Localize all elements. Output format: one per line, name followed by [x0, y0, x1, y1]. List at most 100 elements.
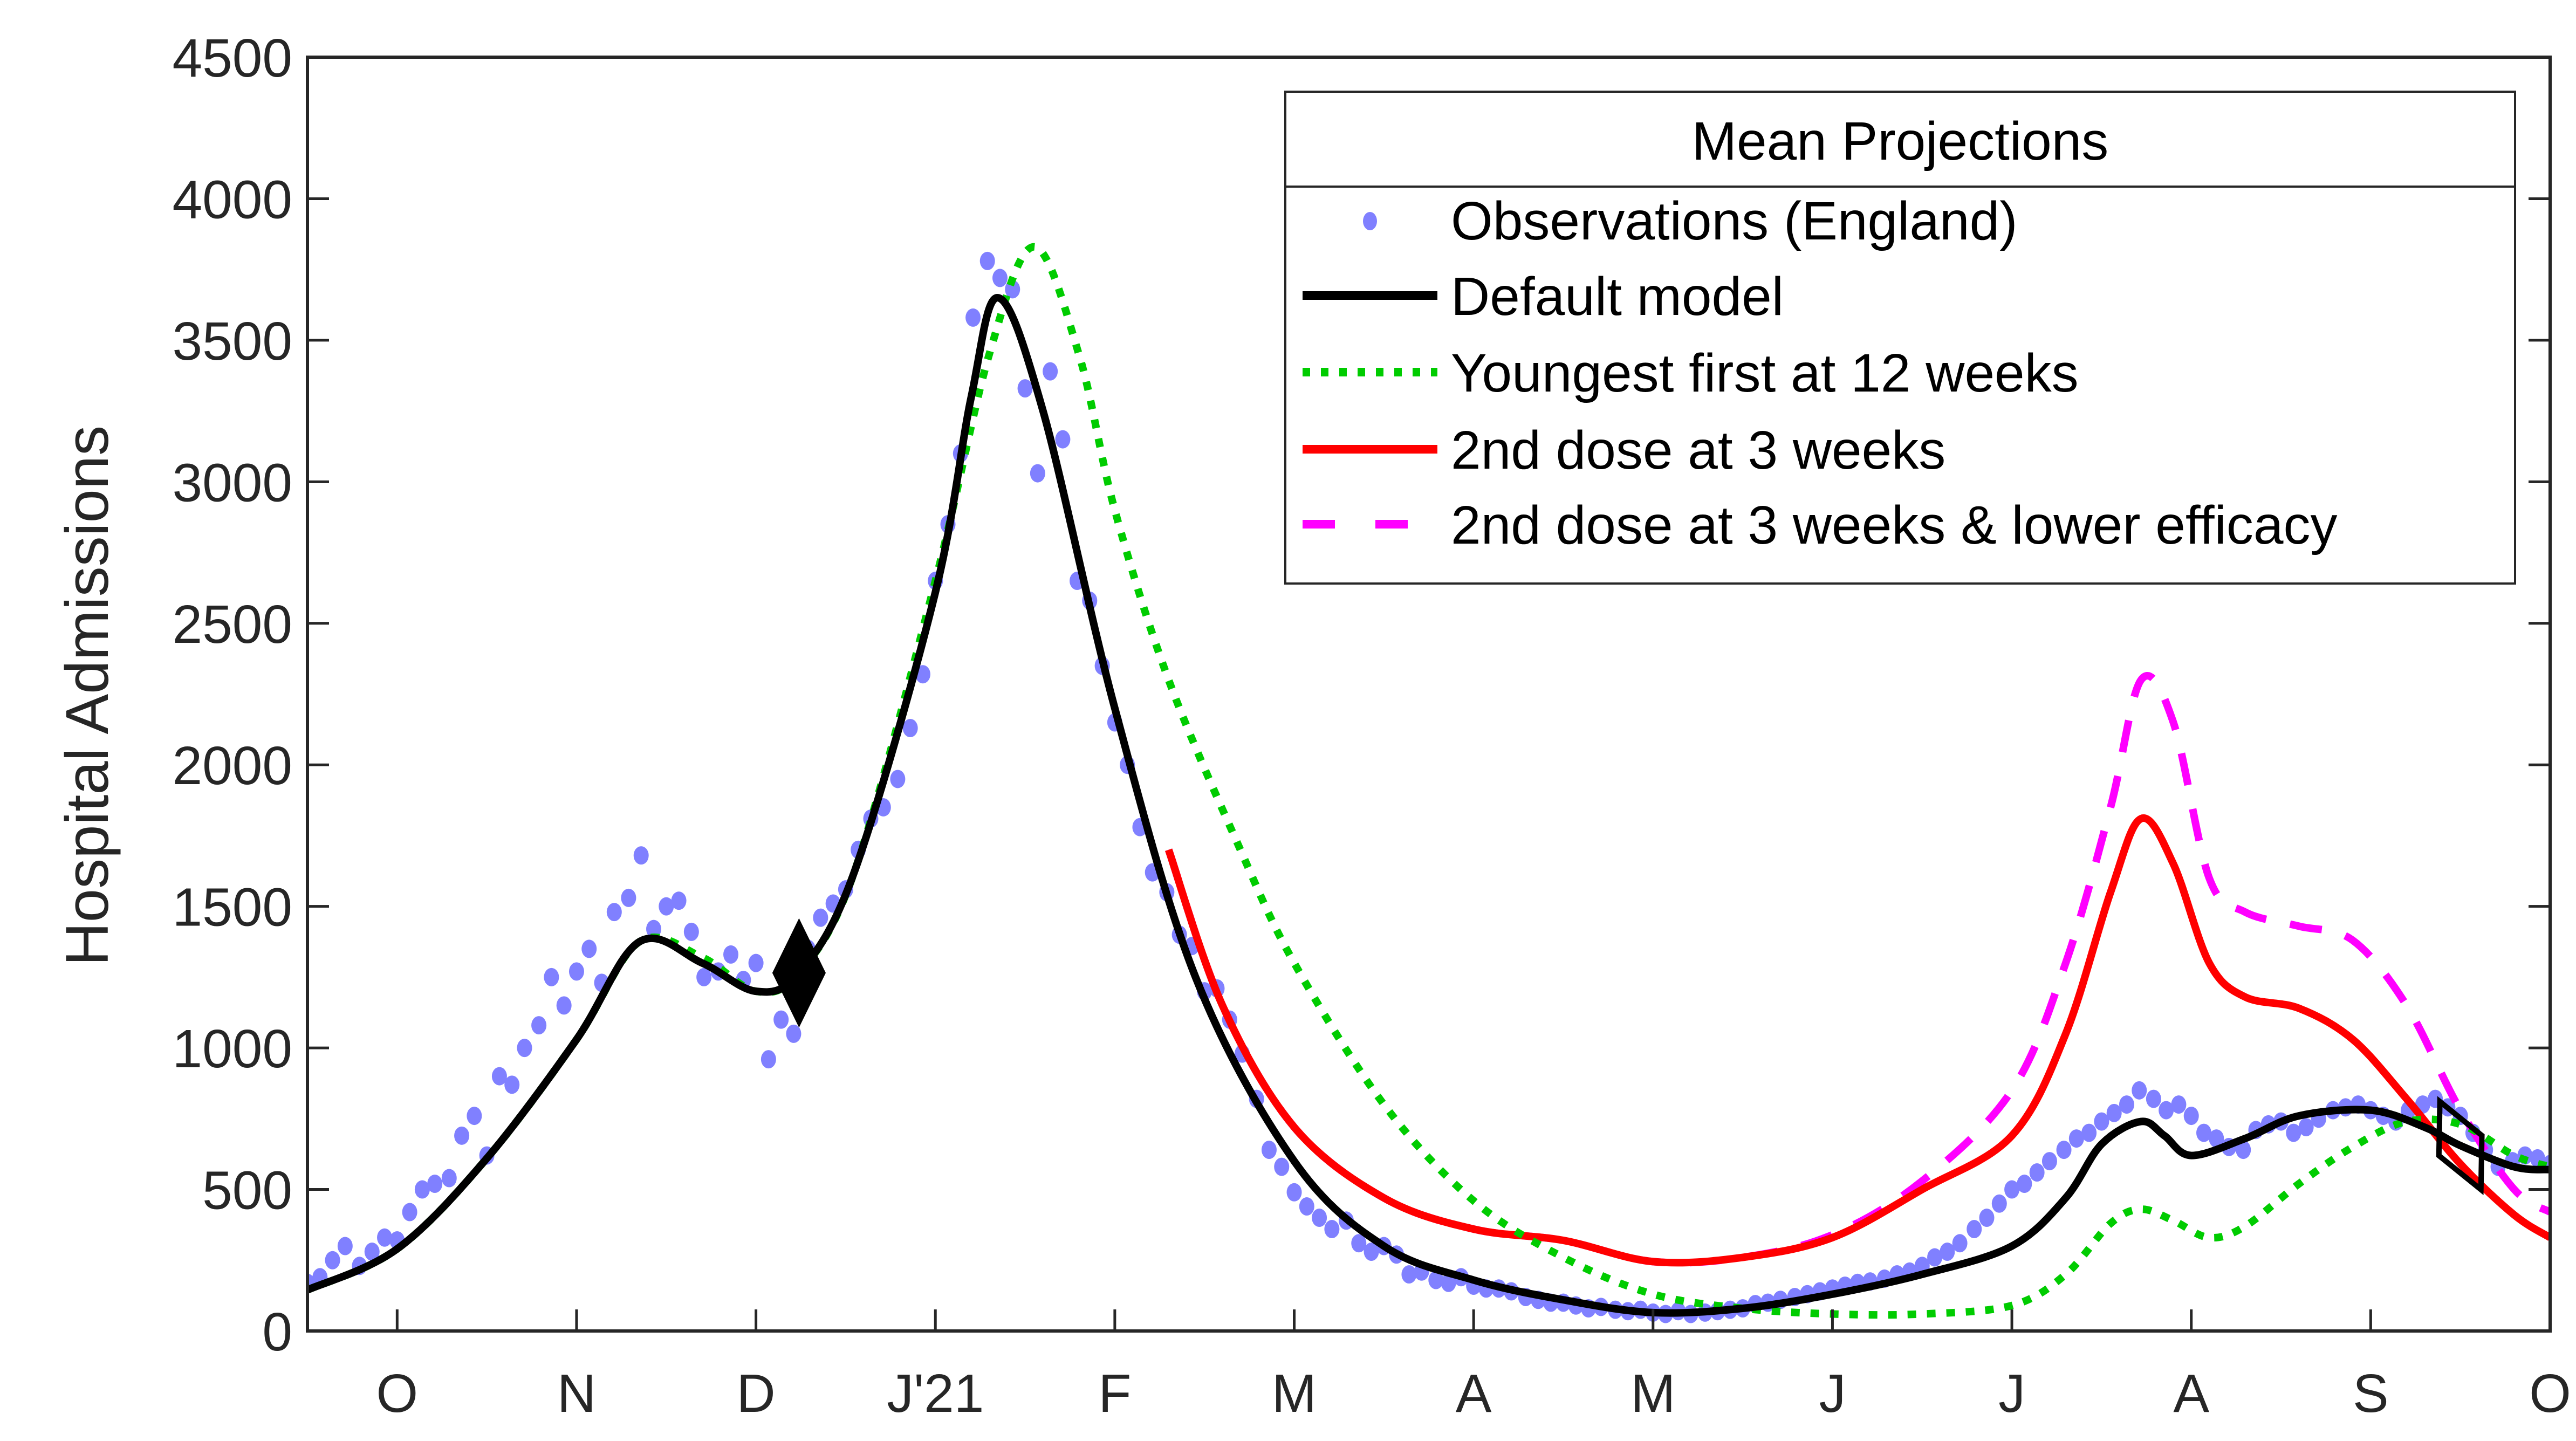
observation-point: [1261, 1141, 1277, 1159]
observation-point: [504, 1075, 520, 1094]
observation-point: [683, 922, 699, 941]
legend-label: Youngest first at 12 weeks: [1451, 343, 2079, 403]
observation-point: [364, 1243, 380, 1261]
observation-point: [786, 1024, 801, 1043]
x-tick-label: J: [1998, 1363, 2025, 1424]
legend-entry: Youngest first at 12 weeks: [1303, 343, 2079, 403]
y-axis-title: Hospital Admissions: [53, 426, 121, 966]
observation-point: [2183, 1107, 2199, 1126]
y-tick-label: 0: [262, 1302, 292, 1362]
observation-point: [1428, 1271, 1444, 1289]
observation-point: [2081, 1123, 2097, 1142]
observation-point: [1043, 362, 1058, 381]
observation-point: [517, 1039, 532, 1058]
observation-point: [1927, 1248, 1943, 1267]
series-line-2nd-dose-at-3-weeks-lower-efficacy: [1165, 672, 2550, 1267]
observation-point: [1940, 1243, 1955, 1261]
legend-entry: 2nd dose at 3 weeks & lower efficacy: [1303, 495, 2338, 555]
observation-point: [1364, 1243, 1379, 1261]
x-axis: O N D J'21 F M A M J J A S O: [376, 1309, 2571, 1424]
observation-point: [377, 1228, 393, 1247]
observation-point: [890, 770, 906, 788]
observation-point: [2298, 1118, 2314, 1137]
observation-point: [2068, 1129, 2084, 1148]
observation-point: [1967, 1220, 1982, 1239]
observation-point: [1952, 1234, 1968, 1253]
legend-box: [1284, 91, 2516, 585]
observation-point: [2029, 1163, 2045, 1182]
observation-point: [556, 996, 572, 1015]
observation-point: [441, 1169, 457, 1188]
observation-point: [671, 891, 687, 910]
observation-point: [325, 1251, 340, 1270]
x-tick-label: J'21: [887, 1363, 984, 1424]
plot-frame: [306, 56, 2552, 1333]
y-tick-label: 4500: [173, 28, 292, 88]
open-diamond-marker: [2436, 1096, 2485, 1196]
observation-point: [1991, 1194, 2007, 1213]
observation-point: [2056, 1141, 2072, 1159]
legend-entry: 2nd dose at 3 weeks: [1303, 420, 1945, 481]
x-tick-label: A: [1456, 1363, 1492, 1424]
observation-point: [621, 888, 636, 907]
legend-label: Default model: [1451, 266, 1784, 327]
observation-point: [2132, 1081, 2147, 1100]
observation-point: [414, 1180, 430, 1199]
observation-point: [568, 962, 584, 981]
observation-point: [1351, 1234, 1367, 1253]
observation-point: [813, 908, 828, 927]
x-tick-label: M: [1272, 1363, 1317, 1424]
legend-swatch-dot: [1363, 212, 1377, 230]
x-tick-label: O: [376, 1363, 418, 1424]
observation-point: [1324, 1220, 1340, 1239]
observation-point: [1299, 1197, 1314, 1216]
y-tick-label: 3500: [173, 311, 292, 372]
legend-entry: Observations (England): [1363, 191, 2018, 251]
y-tick-label: 2000: [173, 736, 292, 796]
observation-point: [531, 1016, 547, 1035]
observation-point: [2196, 1123, 2212, 1142]
observation-point: [2119, 1095, 2134, 1114]
y-tick-label: 1000: [173, 1019, 292, 1079]
observation-point: [902, 718, 918, 737]
observation-point: [979, 251, 995, 270]
observation-point: [1401, 1265, 1417, 1284]
y-tick-label: 500: [202, 1161, 292, 1221]
observation-point: [2041, 1152, 2057, 1171]
observation-point: [544, 967, 559, 986]
observation-point: [992, 269, 1008, 287]
observation-point: [761, 1050, 776, 1069]
observation-point: [723, 945, 739, 964]
observation-point: [2159, 1101, 2174, 1120]
x-tick-label: M: [1630, 1363, 1675, 1424]
observation-point: [646, 920, 661, 938]
observation-point: [427, 1175, 443, 1193]
series-line-2nd-dose-at-3-weeks: [1165, 814, 2550, 1267]
observation-point: [581, 939, 597, 958]
observation-point: [467, 1107, 482, 1126]
x-tick-label: D: [736, 1363, 775, 1424]
observation-point: [337, 1237, 353, 1255]
observation-point: [2004, 1180, 2020, 1199]
observation-point: [454, 1126, 470, 1145]
observation-point: [2286, 1123, 2301, 1142]
y-tick-label: 4000: [173, 169, 292, 230]
y-axis: 0 500 1000 1500 2000 2500 3000 3500 4000 4500: [173, 28, 2550, 1362]
observation-point: [2146, 1089, 2161, 1108]
observation-point: [491, 1067, 507, 1086]
observation-point: [1055, 430, 1071, 449]
series-line-default-model: [307, 294, 2550, 1317]
observation-point: [402, 1203, 417, 1222]
x-tick-label: J: [1819, 1363, 1846, 1424]
observation-point: [2171, 1095, 2187, 1114]
observation-point: [1441, 1273, 1456, 1292]
observation-point: [2209, 1129, 2224, 1148]
markers-layer: [772, 918, 2485, 1196]
observation-point: [2236, 1141, 2251, 1159]
legend-label: 2nd dose at 3 weeks: [1451, 420, 1945, 481]
observation-point: [633, 846, 649, 865]
y-tick-label: 1500: [173, 877, 292, 938]
observation-point: [659, 897, 674, 916]
observation-point: [1030, 464, 1045, 483]
